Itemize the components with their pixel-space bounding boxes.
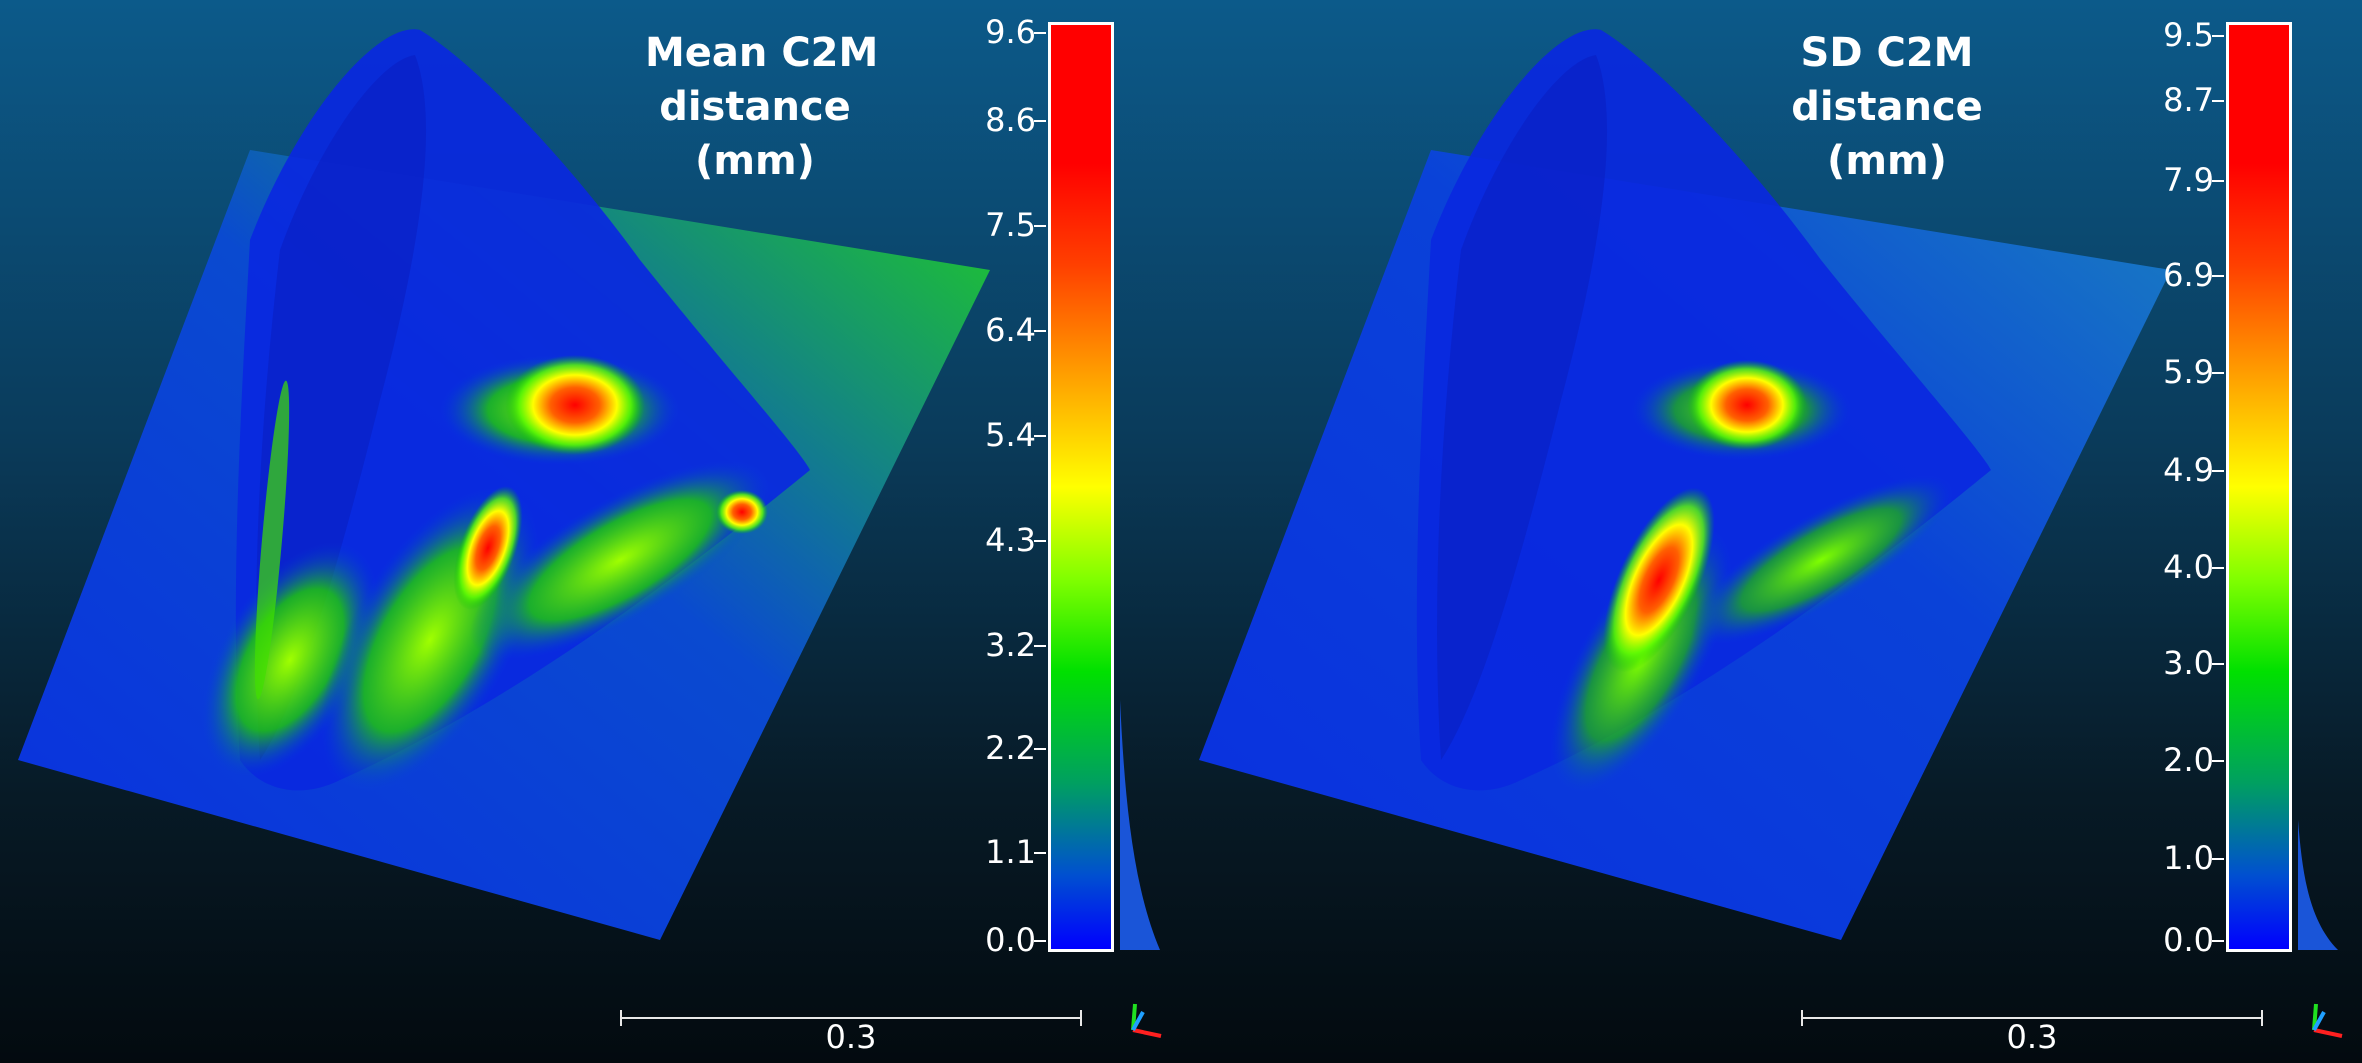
- tick-label: 8.6: [985, 101, 1036, 139]
- histogram: [1120, 700, 1160, 950]
- histogram: [2298, 820, 2338, 950]
- mesh-view-mean[interactable]: [0, 0, 1181, 1063]
- tick-mark: [1034, 435, 1046, 437]
- tick-mark: [1034, 32, 1046, 34]
- tick-label: 9.6: [985, 13, 1036, 51]
- tick-mark: [2212, 940, 2224, 942]
- panel-mean-c2m: Mean C2M distance (mm) 9.6 8.6 7.5 6.4 5…: [0, 0, 1181, 1063]
- tick-mark: [1034, 940, 1046, 942]
- title-line-3: (mm): [1827, 138, 1947, 184]
- tick-mark: [2212, 275, 2224, 277]
- scale-label: 0.3: [2006, 1018, 2058, 1056]
- tick-label: 3.0: [2163, 644, 2214, 682]
- tick-label: 7.9: [2163, 161, 2214, 199]
- tick-label: 0.0: [2163, 921, 2214, 959]
- tick-label: 5.4: [985, 416, 1036, 454]
- tick-mark: [1034, 225, 1046, 227]
- tick-mark: [2212, 858, 2224, 860]
- colorbar-title: SD C2M distance (mm): [1777, 26, 1997, 188]
- tick-label: 6.9: [2163, 256, 2214, 294]
- scale-bar: [1801, 1010, 2263, 1030]
- colorbar-title: Mean C2M distance (mm): [645, 26, 879, 188]
- tick-label: 6.4: [985, 311, 1036, 349]
- tick-label: 4.0: [2163, 548, 2214, 586]
- tick-label: 0.0: [985, 921, 1036, 959]
- tick-label: 5.9: [2163, 353, 2214, 391]
- tick-mark: [2212, 180, 2224, 182]
- tick-mark: [2212, 567, 2224, 569]
- tick-mark: [2212, 35, 2224, 37]
- tick-mark: [2212, 372, 2224, 374]
- title-line-3: (mm): [695, 138, 815, 184]
- tick-mark: [2212, 100, 2224, 102]
- tick-mark: [1034, 120, 1046, 122]
- tick-mark: [1034, 540, 1046, 542]
- tick-label: 3.2: [985, 626, 1036, 664]
- tick-mark: [1034, 645, 1046, 647]
- axis-triad-icon: [2312, 1003, 2343, 1038]
- tick-label: 1.0: [2163, 839, 2214, 877]
- tick-label: 9.5: [2163, 16, 2214, 54]
- tick-mark: [2212, 760, 2224, 762]
- tick-mark: [1034, 748, 1046, 750]
- tick-label: 4.3: [985, 521, 1036, 559]
- tick-label: 7.5: [985, 206, 1036, 244]
- colorbar: [2226, 22, 2292, 952]
- mesh-view-sd[interactable]: [1181, 0, 2362, 1063]
- title-line-2: distance: [1791, 84, 1983, 130]
- tick-mark: [1034, 330, 1046, 332]
- panel-sd-c2m: SD C2M distance (mm) 9.5 8.7 7.9 6.9 5.9…: [1181, 0, 2362, 1063]
- tick-mark: [1034, 852, 1046, 854]
- tick-label: 8.7: [2163, 81, 2214, 119]
- title-line-1: SD C2M: [1800, 30, 1974, 76]
- tick-label: 4.9: [2163, 451, 2214, 489]
- scale-bar: [620, 1010, 1082, 1030]
- tick-mark: [2212, 470, 2224, 472]
- scale-label: 0.3: [825, 1018, 877, 1056]
- tick-label: 1.1: [985, 833, 1036, 871]
- tick-label: 2.2: [985, 729, 1036, 767]
- colorbar: [1048, 22, 1114, 952]
- tick-label: 2.0: [2163, 741, 2214, 779]
- tick-mark: [2212, 663, 2224, 665]
- title-line-2: distance: [659, 84, 851, 130]
- axis-triad-icon: [1131, 1003, 1162, 1038]
- title-line-1: Mean C2M: [645, 30, 879, 76]
